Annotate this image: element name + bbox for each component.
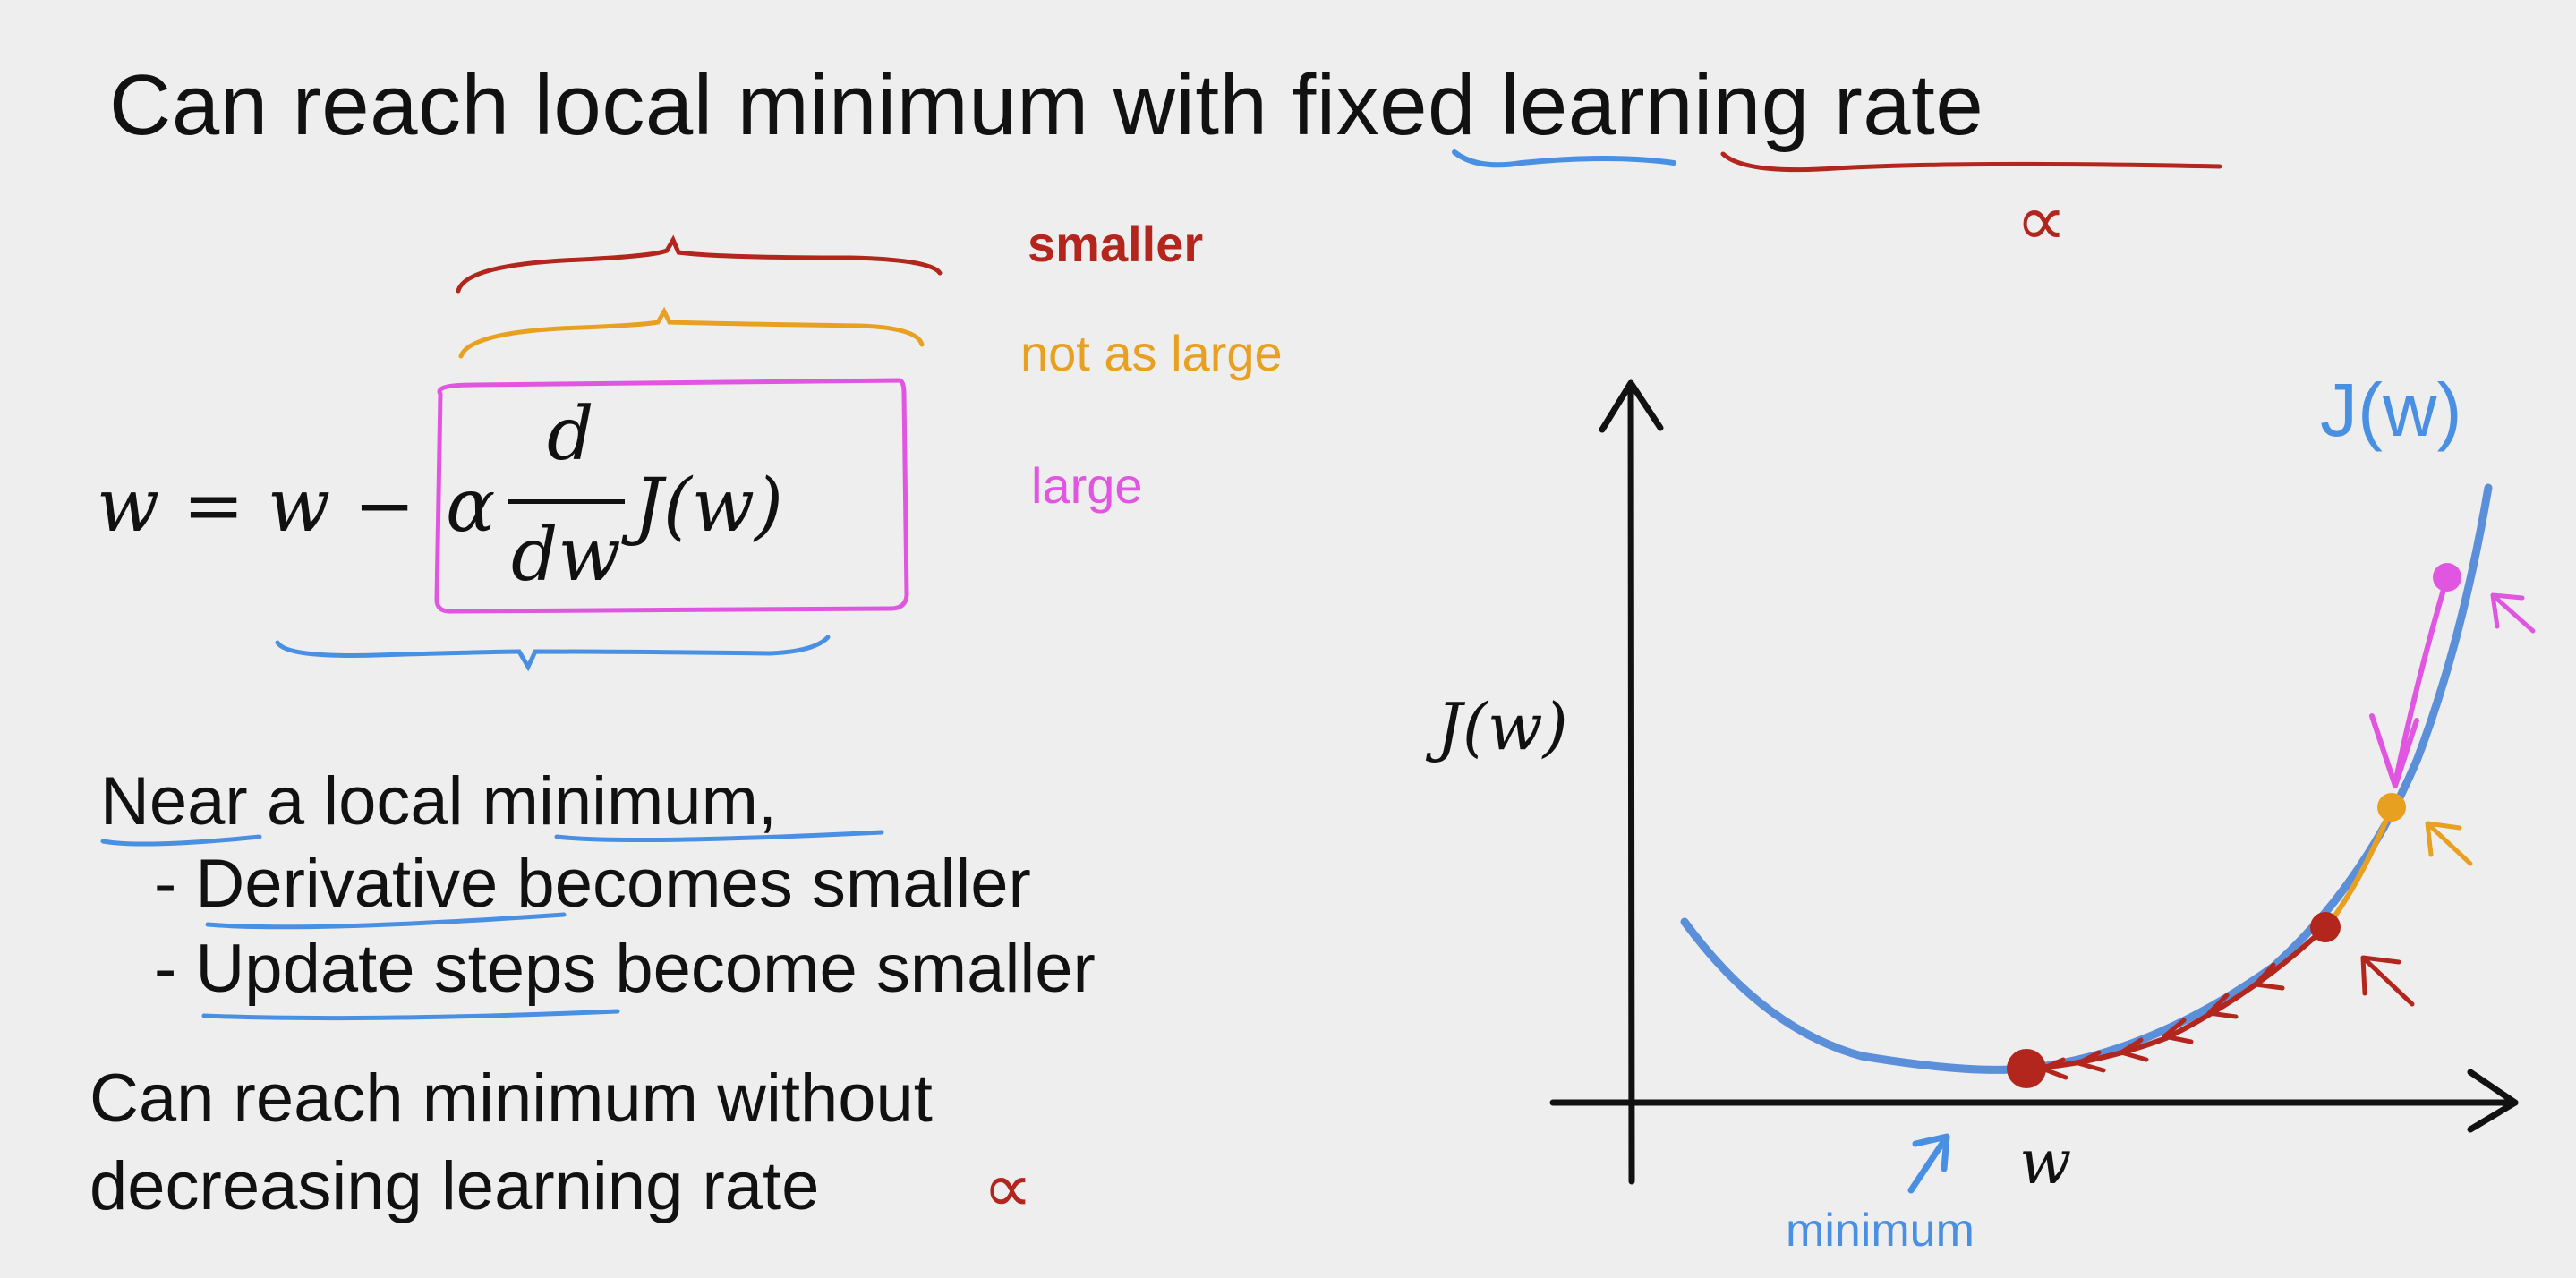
minimum-arrow [1907, 1133, 1950, 1194]
title-alpha-symbol: ∝ [2016, 181, 2068, 260]
brace-smaller [456, 234, 943, 294]
near-underline [100, 834, 262, 847]
medium-step-arrow [2328, 805, 2394, 924]
minimum-point [2007, 1049, 2046, 1088]
update-steps-underline [201, 1009, 620, 1021]
formula-function: J(w) [634, 464, 784, 549]
label-large: large [1031, 457, 1143, 514]
near-minimum-heading: Near a local minimum, [100, 763, 777, 839]
formula-alpha: α [446, 464, 496, 549]
learning-rate-underline [1720, 151, 2222, 173]
derivative-underline [205, 912, 567, 930]
minimum-label: minimum [1786, 1205, 1975, 1257]
formula-denominator: dw [511, 513, 621, 598]
conclusion-alpha-symbol: ∝ [983, 1148, 1033, 1227]
medium-pointer-arrow [2425, 821, 2473, 866]
small-step-path [2022, 924, 2328, 1071]
bullet-update-steps: - Update steps become smaller [154, 931, 1096, 1007]
label-smaller: smaller [1028, 216, 1204, 272]
label-not-as-large: not as large [1020, 325, 1283, 381]
formula-lhs: w = w − [97, 464, 415, 549]
y-axis-label: J(w) [1437, 689, 1568, 764]
conclusion-line2: decreasing learning rate [90, 1148, 820, 1224]
brace-not-as-large [458, 306, 925, 359]
large-pointer-arrow [2490, 592, 2536, 634]
graph-axes [1549, 379, 2519, 1185]
conclusion-line1: Can reach minimum without [90, 1061, 933, 1137]
curve-label: J(w) [2320, 368, 2462, 452]
large-term-box [434, 378, 909, 614]
brace-formula-bottom [275, 635, 831, 672]
bullet-derivative: - Derivative becomes smaller [154, 846, 1031, 922]
slide-title: Can reach local minimum with fixed learn… [109, 57, 1984, 153]
small-pointer-arrow [2360, 955, 2415, 1007]
fixed-underline [1452, 149, 1676, 168]
minimum-underline [554, 830, 884, 843]
formula-numerator: d [547, 392, 594, 477]
cost-curve [1680, 483, 2493, 1074]
fraction-bar [508, 499, 625, 504]
large-step-arrow [2393, 575, 2450, 786]
x-axis-label: w [2019, 1128, 2072, 1198]
